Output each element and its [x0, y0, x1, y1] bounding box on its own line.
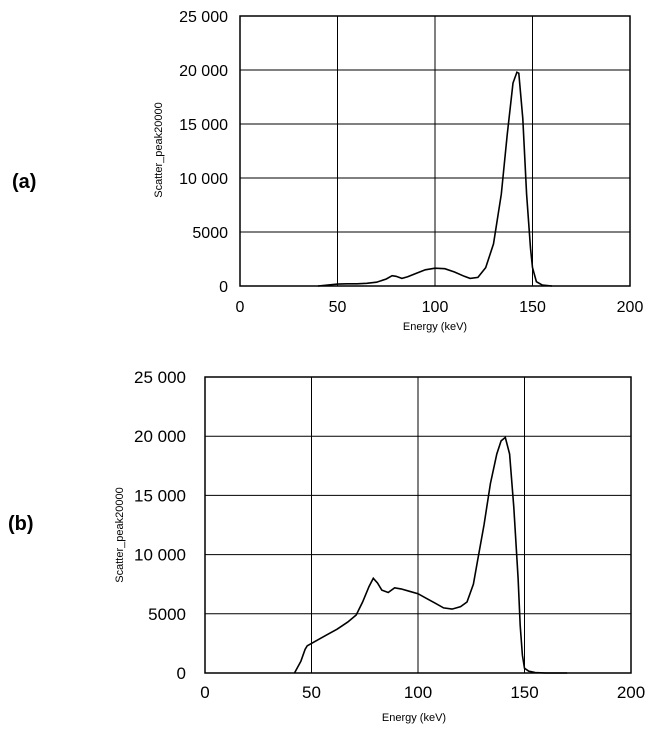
- series-line-b: [293, 435, 568, 674]
- y-tick-labels-a: 0 5000 10 000 15 000 20 000 25 000: [179, 9, 228, 296]
- panel-label-a: (a): [12, 171, 36, 193]
- x-tick-label: 200: [617, 683, 645, 702]
- y-tick-label: 20 000: [134, 427, 186, 446]
- y-axis-label-b: Scatter_peak20000: [114, 487, 126, 582]
- x-tick-label: 50: [302, 683, 321, 702]
- x-axis-label-a: Energy (keV): [403, 321, 467, 333]
- x-tick-label: 50: [329, 299, 347, 316]
- x-tick-label: 100: [422, 299, 449, 316]
- plot-frame-b: [204, 376, 632, 674]
- x-tick-labels-a: 0 50 100 150 200: [236, 299, 644, 316]
- y-tick-label: 15 000: [134, 486, 186, 505]
- grid-b: [205, 377, 631, 673]
- x-tick-label: 0: [236, 299, 245, 316]
- y-tick-label: 10 000: [134, 546, 186, 565]
- y-tick-label: 10 000: [179, 171, 228, 188]
- x-tick-labels-b: 0 50 100 150 200: [200, 683, 645, 702]
- plot-frame-a: [239, 15, 631, 287]
- x-axis-label-b: Energy (keV): [382, 712, 446, 724]
- x-tick-label: 0: [200, 683, 209, 702]
- x-tick-label: 150: [519, 299, 546, 316]
- y-tick-label: 25 000: [134, 368, 186, 387]
- series-line-a: [317, 71, 553, 287]
- y-tick-label: 0: [177, 664, 186, 683]
- y-tick-label: 5000: [148, 605, 186, 624]
- y-tick-label: 25 000: [179, 9, 228, 26]
- chart-panel-b: (b) 0 5000 10 000 15 000 20 000 25 000 0 50 100…: [8, 368, 645, 724]
- y-tick-labels-b: 0 5000 10 000 15 000 20 000 25 000: [134, 368, 186, 683]
- y-tick-label: 20 000: [179, 63, 228, 80]
- y-axis-label-a: Scatter_peak20000: [153, 102, 165, 197]
- grid-a: [240, 16, 630, 286]
- y-tick-label: 15 000: [179, 117, 228, 134]
- chart-panel-a: (a) 0 5000 10 000 15 000 20 000 25 000 0 50 100…: [12, 9, 643, 333]
- y-tick-label: 0: [219, 279, 228, 296]
- x-tick-label: 200: [617, 299, 644, 316]
- x-tick-label: 150: [510, 683, 538, 702]
- panel-label-b: (b): [8, 513, 34, 535]
- y-tick-label: 5000: [192, 225, 228, 242]
- x-tick-label: 100: [404, 683, 432, 702]
